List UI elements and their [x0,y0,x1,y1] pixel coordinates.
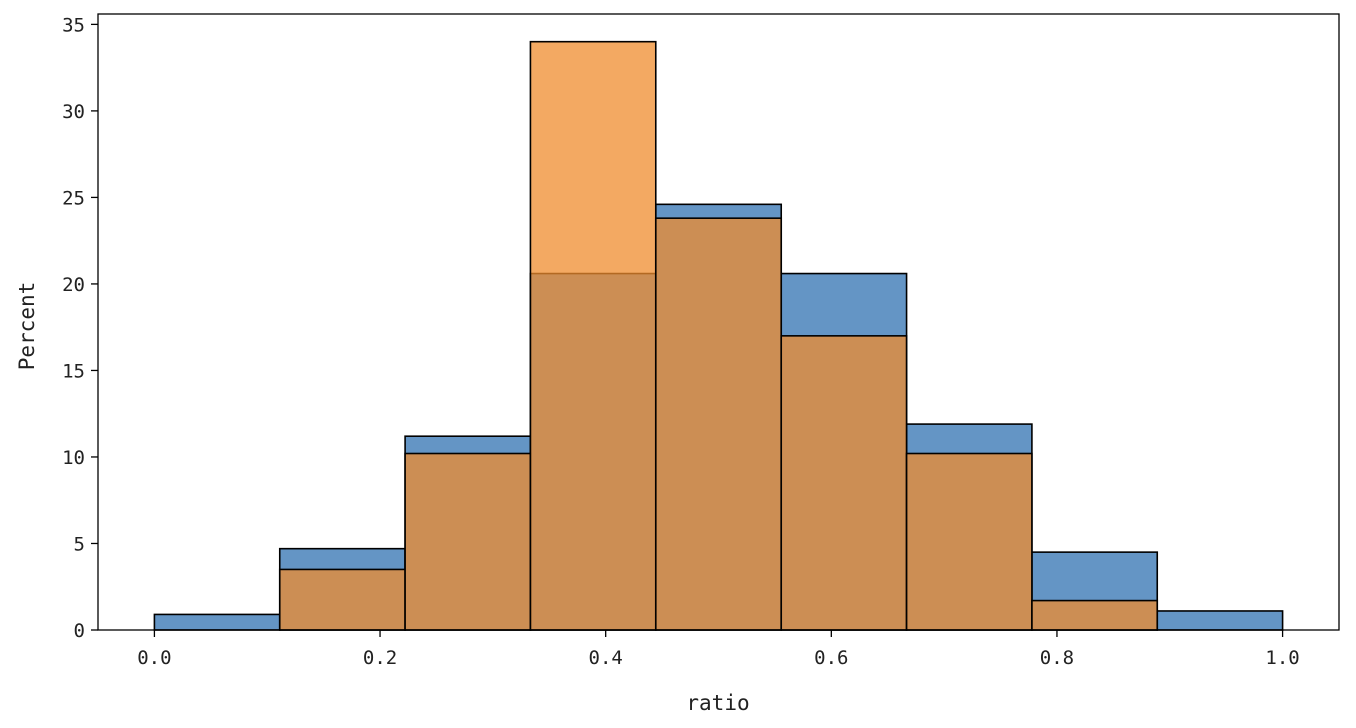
x-tick-label: 0.8 [1040,647,1074,669]
histogram-bar-series-2 [780,335,908,631]
axes: 0.0 0.2 0.4 0.6 0.8 1.0 0 5 10 15 20 25 30 35 [62,13,1340,669]
y-axis-label: Percent [15,282,39,371]
y-tick-label: 35 [62,14,85,36]
axes-frame [97,13,1340,631]
x-tick-label: 0.4 [589,647,623,669]
x-tick-label: 0.2 [363,647,397,669]
histogram-bar-series-1 [1156,610,1284,631]
x-tick-label: 0.0 [137,647,171,669]
histogram-bar-series-2 [529,40,657,631]
histogram-bar-series-2 [278,568,406,631]
histogram-bar-series-2 [1031,599,1159,631]
x-axis-label: ratio [686,691,749,715]
y-tick-label: 15 [62,360,85,382]
x-tick-label: 0.6 [814,647,848,669]
y-tick-label: 20 [62,274,85,296]
histogram-bar-series-1 [153,613,281,631]
y-tick-label: 30 [62,101,85,123]
x-tick-label: 1.0 [1265,647,1299,669]
histogram-bar-series-2 [654,217,783,631]
plot-area [153,40,1284,631]
y-tick-label: 25 [62,187,85,209]
y-tick-label: 5 [74,533,85,555]
y-tick-label: 0 [74,620,85,642]
y-tick-label: 10 [62,447,85,469]
histogram-bar-series-2 [905,452,1033,631]
histogram-bar-series-2 [404,452,532,631]
